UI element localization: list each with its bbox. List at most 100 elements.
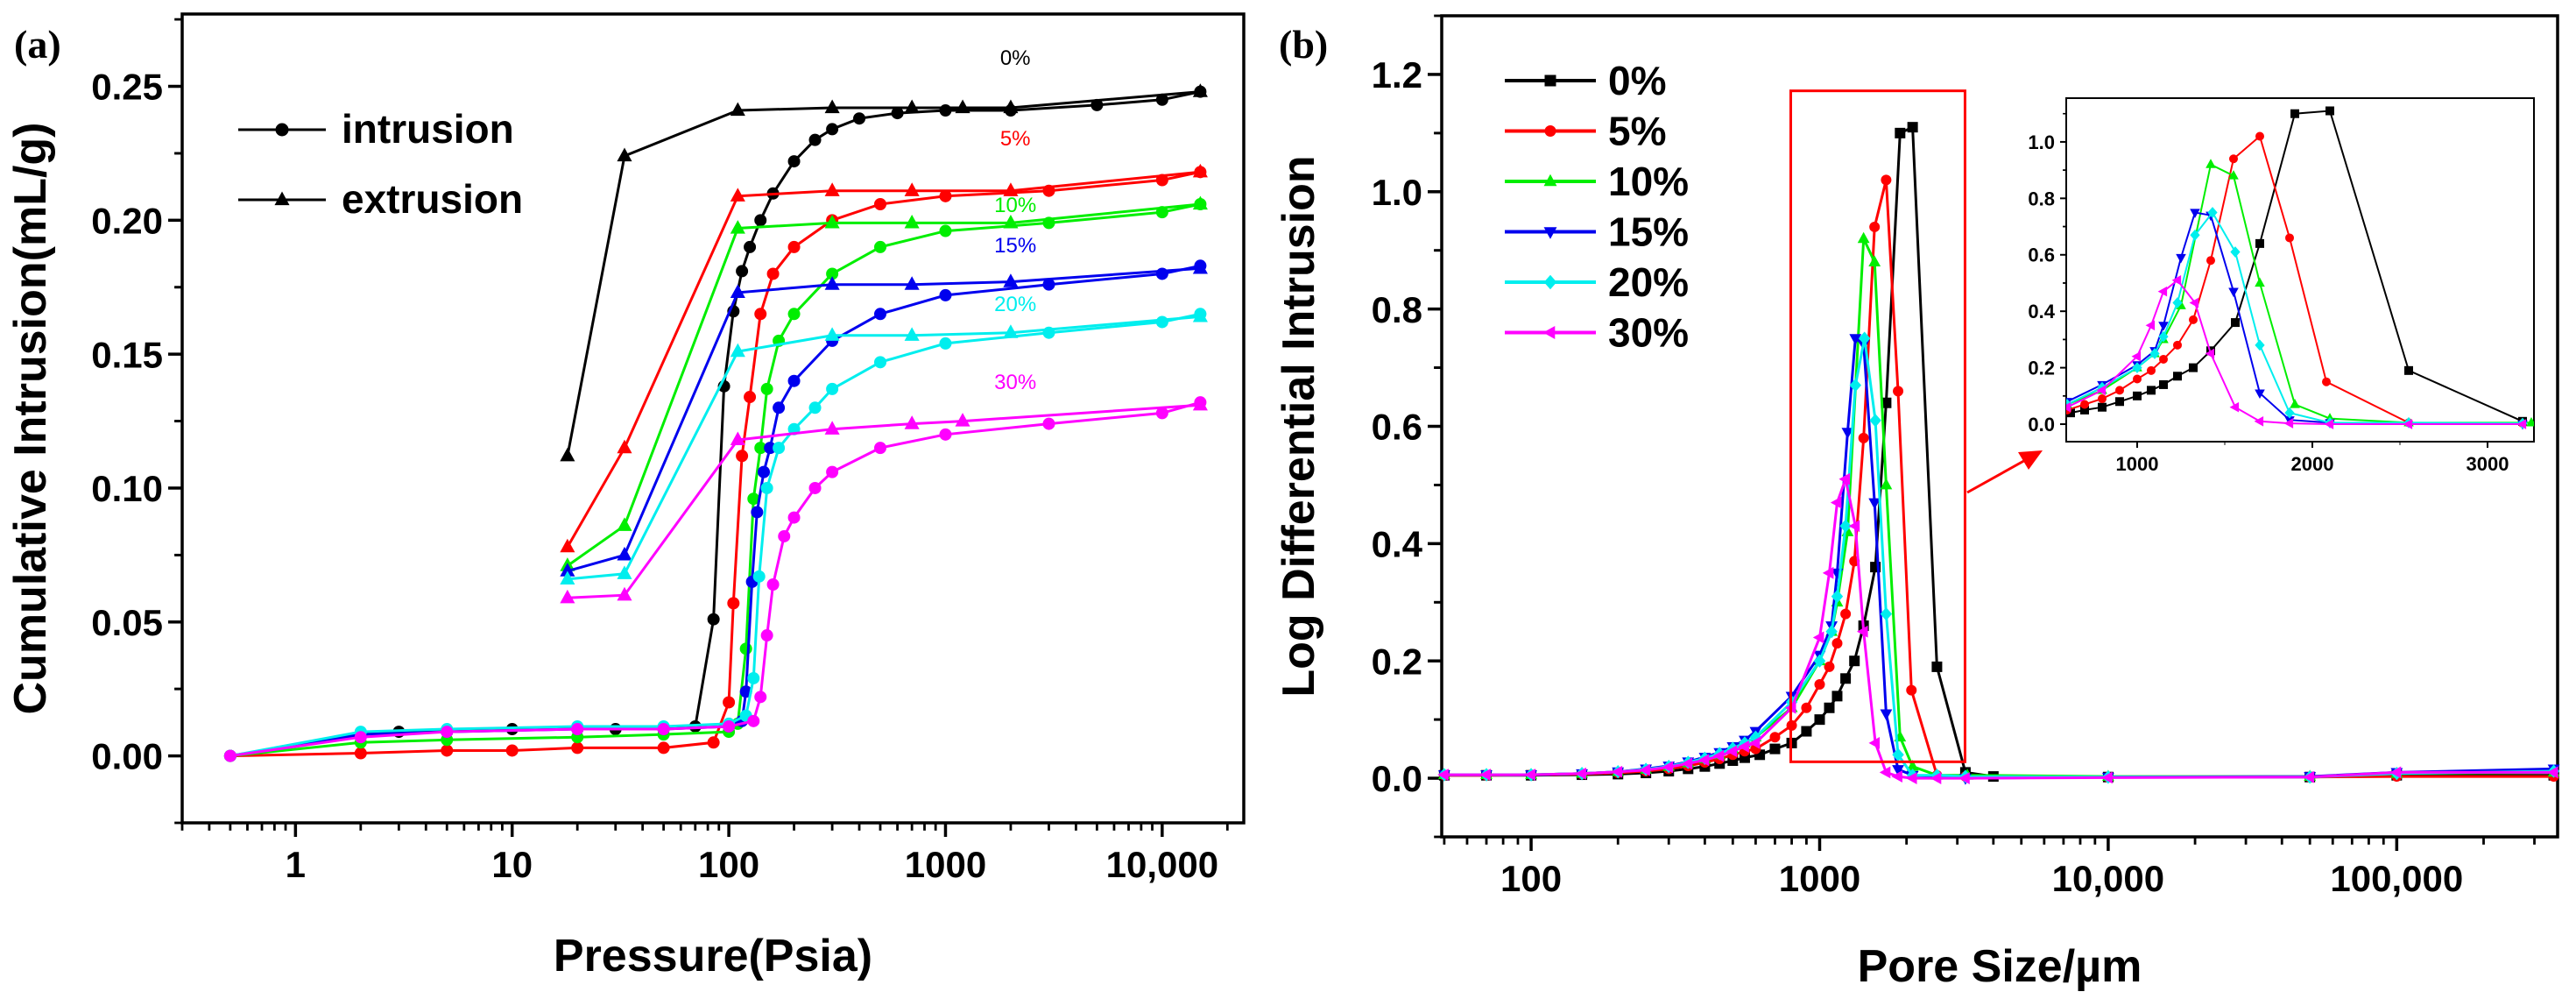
extrusion-point: [617, 586, 632, 601]
intrusion-point: [1004, 104, 1017, 117]
plot-frame: [180, 12, 1246, 825]
data-point: [1906, 684, 1917, 696]
legend-label: 30%: [1608, 310, 1689, 356]
x-tick-label: 10,000: [2052, 858, 2164, 899]
extrusion-point: [730, 102, 745, 117]
extrusion-point: [904, 182, 920, 196]
data-point: [1748, 737, 1761, 749]
data-point: [1870, 562, 1881, 573]
inset-data-point: [2229, 401, 2240, 413]
data-point: [1849, 655, 1860, 667]
y-axis-title: Cumulative Intrusion(mL/g): [5, 123, 56, 715]
inset-data-point: [2403, 419, 2413, 429]
intrusion-point: [773, 442, 786, 455]
intrusion-point: [939, 104, 952, 117]
y-tick-label: 0.2: [1372, 641, 1422, 682]
data-point: [1769, 732, 1781, 743]
inset-data-point: [2098, 402, 2107, 412]
series-30pct: [223, 396, 1208, 762]
intrusion-point: [1155, 174, 1168, 187]
intrusion-point: [754, 308, 767, 321]
data-point: [1662, 761, 1674, 774]
series-annotation: 10%: [994, 194, 1036, 217]
inset-data-point: [2228, 287, 2239, 298]
data-point: [2546, 766, 2558, 779]
plot-frame: [2065, 97, 2535, 443]
inset-data-point: [2190, 229, 2200, 241]
legend-label: extrusion: [342, 176, 523, 222]
data-point: [1893, 386, 1904, 397]
y-tick-label: 0.4: [2028, 301, 2055, 322]
data-point: [1575, 767, 1586, 780]
extrusion-point: [824, 327, 840, 341]
extrusion-point: [560, 447, 575, 462]
intrusion-point: [707, 613, 720, 626]
extrusion-point: [955, 413, 970, 427]
data-point: [1879, 766, 1891, 779]
series-10pct: [223, 195, 1208, 762]
zoom-arrow-line: [1966, 457, 2029, 494]
intrusion-point: [874, 240, 887, 253]
inset-data-point: [2255, 277, 2265, 287]
legend: 0% 5% 10% 15%20% 30%: [1505, 58, 1689, 356]
extrusion-point: [904, 214, 920, 229]
x-axis-title: Pressure(Psia): [554, 931, 872, 981]
inset-data-point: [2189, 297, 2199, 308]
intrusion-point: [939, 428, 952, 441]
extrusion-point: [904, 276, 920, 290]
inset-data-point: [2045, 406, 2054, 414]
data-point: [1825, 625, 1838, 639]
legend-marker-triangle-down: [1543, 227, 1557, 239]
intrusion-point: [939, 288, 952, 301]
inset-plot-area: [2045, 106, 2534, 430]
y-tick-label: 1.0: [1372, 172, 1422, 213]
data-point: [1891, 770, 1902, 783]
y-tick-label: 0.10: [91, 468, 163, 509]
extrusion-line: [566, 90, 1201, 457]
intrusion-point: [1042, 278, 1055, 291]
y-tick-label: 1.2: [1372, 54, 1422, 96]
inset-background: [2066, 98, 2534, 442]
y-tick-label: 0.4: [1372, 523, 1423, 564]
inset-series-30pct: [2066, 274, 2527, 429]
intrusion-point: [441, 726, 454, 739]
extrusion-line: [567, 202, 1201, 567]
intrusion-point: [939, 224, 952, 237]
legend-marker-circle: [1544, 125, 1556, 137]
inset-data-point: [2172, 297, 2183, 308]
intrusion-point: [939, 337, 952, 350]
x-tick-label: 3000: [2467, 453, 2509, 475]
inset-data-point: [2147, 386, 2156, 395]
intrusion-point: [571, 741, 584, 754]
series-annotation: 20%: [994, 293, 1036, 316]
series-annotation: 5%: [1000, 127, 1031, 151]
inset-data-point: [2255, 389, 2265, 400]
extrusion-point: [824, 276, 840, 290]
legend: intrusion extrusion: [238, 106, 523, 222]
intrusion-point: [826, 382, 839, 395]
y-tick-label: 0.05: [91, 602, 163, 643]
extrusion-point: [617, 565, 632, 579]
data-point: [1857, 625, 1868, 638]
inset-data-point: [2230, 246, 2241, 258]
data-point: [1869, 221, 1881, 232]
inset-data-point: [2206, 256, 2215, 266]
legend-label: 20%: [1608, 259, 1689, 305]
inset-data-point: [2131, 351, 2142, 362]
intrusion-point: [874, 442, 887, 455]
intrusion-point: [751, 506, 764, 519]
intrusion-point: [1155, 206, 1168, 219]
intrusion-point: [223, 749, 236, 762]
series-annotation: 15%: [994, 234, 1036, 258]
legend-label: 5%: [1608, 109, 1666, 154]
data-point: [2101, 771, 2113, 784]
data-point: [1822, 566, 1834, 579]
data-point: [1868, 498, 1881, 510]
inset-data-point: [2322, 377, 2331, 386]
data-point: [1857, 231, 1870, 244]
inset-data-point: [2145, 320, 2156, 331]
inset-data-point: [2229, 154, 2238, 164]
inset-data-point: [2284, 407, 2295, 419]
inset-data-point: [2526, 416, 2534, 427]
data-point: [1869, 414, 1881, 428]
